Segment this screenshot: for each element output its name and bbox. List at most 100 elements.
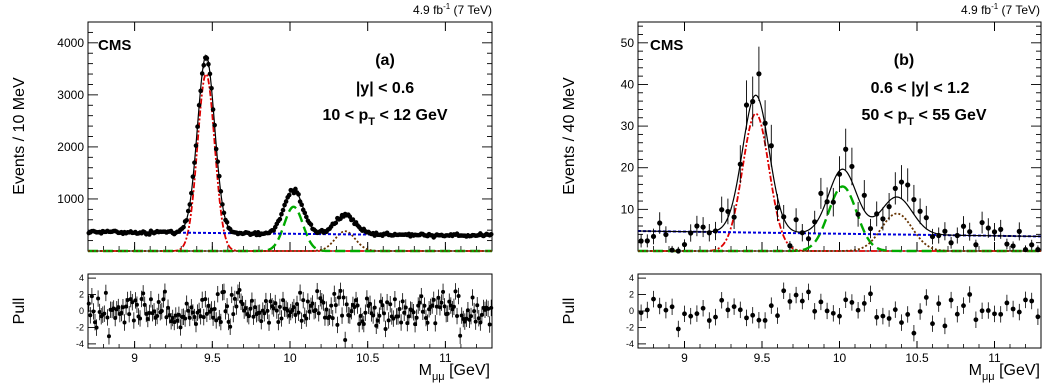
pull-y-tick-label: 2 (79, 290, 84, 300)
pull-point (324, 307, 329, 312)
pull-point (1010, 306, 1016, 312)
pull-point (276, 320, 281, 325)
pull-point (206, 303, 211, 308)
pull-point (725, 307, 731, 313)
pull-point (106, 334, 111, 339)
pull-point (294, 302, 299, 307)
pull-point (198, 314, 203, 319)
pull-point (400, 299, 405, 304)
pull-point (335, 322, 340, 327)
pull-point (985, 308, 991, 313)
pull-point (775, 313, 780, 319)
pull-point (395, 314, 400, 319)
data-point (663, 231, 669, 238)
pull-point (94, 325, 99, 330)
pull-point (812, 308, 818, 314)
pull-axis-label-a: Pull (11, 298, 28, 325)
pull-point (942, 323, 948, 329)
pull-point (855, 307, 861, 313)
data-point (898, 179, 905, 185)
pull-point (374, 323, 379, 328)
pull-point (204, 311, 209, 316)
pull-point (880, 313, 886, 319)
pull-point (167, 313, 172, 318)
data-point (189, 190, 194, 196)
pull-point (781, 288, 787, 294)
pull-point (406, 314, 411, 319)
pull-point (849, 300, 855, 305)
data-point (304, 214, 309, 220)
x-axis-label-b: Mμμ [GeV] (969, 362, 1040, 383)
pull-point (133, 298, 138, 303)
pull-point (651, 296, 656, 302)
pull-point (917, 309, 923, 314)
pull-point (192, 315, 197, 320)
pull-point (368, 301, 373, 306)
x-tick-label: 11 (439, 351, 452, 365)
data-point (1022, 246, 1029, 253)
pull-point (161, 297, 166, 302)
pull-point (486, 306, 491, 311)
pull-point (1023, 297, 1028, 303)
pull-point (127, 312, 132, 317)
pull-point (472, 309, 477, 314)
data-point (886, 204, 892, 210)
pull-point (193, 322, 198, 327)
pull-point (998, 311, 1004, 317)
pull-point (279, 316, 284, 321)
pull-point (391, 316, 396, 321)
y-tick-label: 30 (621, 119, 635, 133)
data-point (184, 217, 189, 223)
pull-point (203, 297, 208, 302)
pull-point (147, 310, 152, 315)
data-point (181, 224, 186, 230)
pull-point (377, 313, 382, 318)
pull-point (296, 310, 301, 315)
pull-point (103, 290, 108, 295)
pull-point (268, 299, 273, 304)
data-point (1035, 247, 1041, 253)
data-point (488, 231, 494, 237)
pull-point (372, 305, 377, 310)
main-plot-b: 10 20 30 40 50 (621, 22, 1042, 254)
pull-point (304, 316, 309, 321)
pull-point (321, 300, 326, 305)
pull-point (459, 313, 464, 318)
data-point (196, 102, 202, 108)
data-point (942, 228, 948, 234)
data-point (762, 120, 768, 126)
pull-point (164, 315, 169, 320)
data-point (979, 219, 985, 226)
pull-point (386, 318, 391, 323)
pull-point (930, 321, 935, 327)
pull-point (91, 309, 96, 314)
pull-point (361, 322, 366, 327)
pull-point (737, 307, 743, 313)
pull-point (469, 314, 474, 319)
pull-point (86, 301, 91, 306)
data-point (1004, 241, 1010, 247)
data-point (737, 161, 743, 167)
pull-point (1029, 298, 1035, 304)
pull-point (293, 312, 298, 317)
pull-point (806, 289, 811, 295)
data-point (936, 232, 942, 239)
pull-y-tick-label: -2 (626, 322, 634, 332)
data-point (293, 186, 298, 192)
data-point (725, 208, 731, 215)
pull-point (442, 304, 447, 309)
pull-point (156, 299, 161, 304)
pull-point (125, 297, 130, 302)
data-point (793, 217, 799, 223)
pull-point (799, 298, 805, 304)
pull-point (88, 313, 93, 318)
pull-point (231, 312, 236, 317)
data-point (1016, 228, 1022, 234)
pull-point (453, 289, 458, 294)
pull-point (731, 304, 737, 310)
pull-point (102, 311, 107, 316)
pull-point (327, 314, 332, 319)
data-point (805, 236, 812, 242)
pull-point (383, 326, 388, 331)
data-point (991, 229, 998, 235)
